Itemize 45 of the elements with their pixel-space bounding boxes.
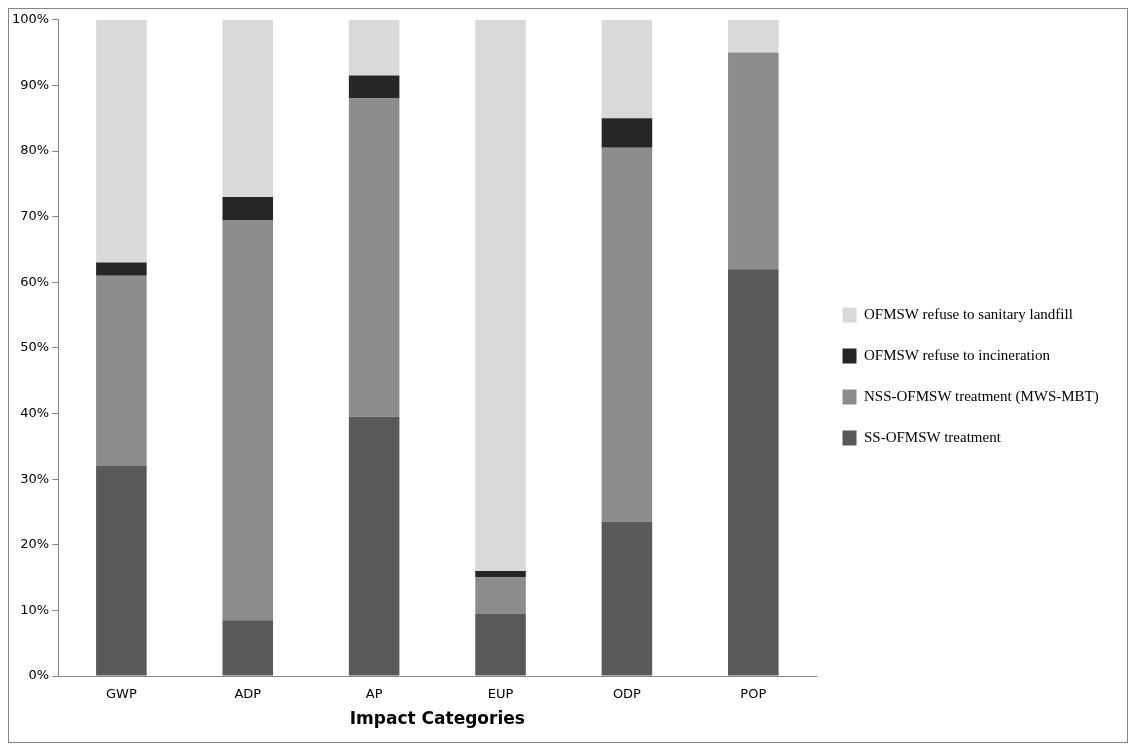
bar bbox=[728, 19, 779, 53]
y-tick-label: 40% bbox=[20, 404, 50, 420]
bar bbox=[348, 19, 400, 76]
x-axis-title: Impact Categories bbox=[349, 708, 525, 729]
x-tick-label: ADP bbox=[234, 686, 262, 702]
x-tick-label: EUP bbox=[487, 686, 514, 702]
bar bbox=[96, 262, 147, 276]
y-tick-label: 80% bbox=[20, 142, 50, 158]
bar bbox=[222, 196, 274, 220]
x-tick-label: GWP bbox=[105, 686, 137, 702]
bar bbox=[475, 577, 526, 614]
bar bbox=[348, 98, 400, 417]
legend-label: NSS-OFMSW treatment (MWS-MBT) bbox=[864, 387, 1099, 405]
bar bbox=[96, 275, 147, 467]
bar bbox=[728, 52, 779, 270]
bar bbox=[728, 269, 779, 676]
bar bbox=[601, 19, 653, 119]
legend-label: OFMSW refuse to sanitary landfill bbox=[864, 305, 1073, 322]
legend-label: SS-OFMSW treatment bbox=[864, 428, 1002, 445]
bar bbox=[222, 19, 274, 197]
x-tick-label: ODP bbox=[612, 686, 642, 702]
bar bbox=[601, 147, 653, 522]
bar bbox=[348, 75, 400, 99]
bar bbox=[475, 19, 526, 572]
y-tick-label: 20% bbox=[20, 536, 50, 552]
y-tick-label: 100% bbox=[11, 11, 50, 27]
legend-label: OFMSW refuse to incineration bbox=[864, 346, 1051, 363]
bar bbox=[601, 521, 653, 676]
y-tick-label: 70% bbox=[20, 208, 50, 224]
bar bbox=[222, 620, 274, 676]
bar bbox=[601, 118, 653, 148]
bar bbox=[348, 416, 400, 676]
y-tick-label: 50% bbox=[20, 339, 50, 355]
y-tick-label: 10% bbox=[20, 601, 50, 617]
bar bbox=[96, 466, 147, 676]
bar bbox=[475, 571, 526, 578]
bar bbox=[222, 219, 274, 621]
y-tick-label: 60% bbox=[20, 273, 50, 289]
y-tick-label: 30% bbox=[20, 470, 50, 486]
bar bbox=[475, 613, 526, 676]
x-tick-label: POP bbox=[740, 686, 767, 702]
y-tick-label: 90% bbox=[20, 76, 50, 92]
y-tick-label: 0% bbox=[28, 667, 50, 683]
x-tick-label: AP bbox=[365, 686, 383, 702]
bar bbox=[96, 19, 147, 263]
